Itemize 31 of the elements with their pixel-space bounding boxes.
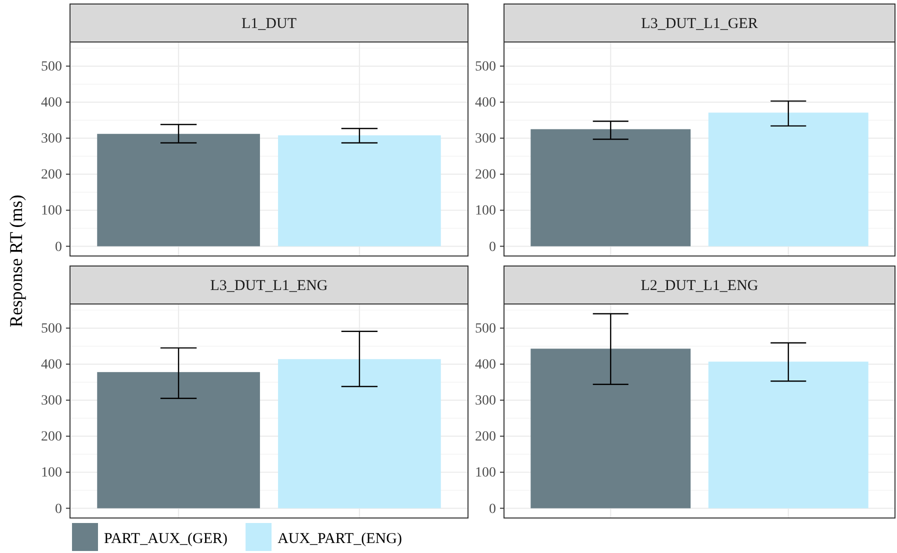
y-tick-label: 300: [475, 394, 496, 409]
legend-label: PART_AUX_(GER): [104, 531, 228, 547]
y-tick-label: 300: [41, 132, 62, 147]
chart-title: L3_DUT_L1_ENG: [210, 278, 328, 294]
y-axis-title: Response RT (ms): [6, 194, 26, 328]
y-tick-label: 200: [41, 168, 62, 183]
legend-label: AUX_PART_(ENG): [278, 531, 402, 547]
y-tick-label: 0: [489, 240, 496, 255]
y-tick-label: 200: [475, 430, 496, 445]
y-tick-label: 100: [475, 204, 496, 219]
y-tick-label: 500: [475, 322, 496, 337]
y-tick-label: 300: [475, 132, 496, 147]
y-tick-label: 200: [475, 168, 496, 183]
y-tick-label: 0: [55, 502, 62, 517]
y-tick-label: 400: [41, 96, 62, 111]
y-tick-label: 500: [475, 60, 496, 75]
y-tick-label: 0: [489, 502, 496, 517]
chart-title: L3_DUT_L1_GER: [641, 16, 758, 32]
chart-title: L2_DUT_L1_ENG: [640, 278, 758, 294]
chart-title: L1_DUT: [242, 16, 296, 32]
y-tick-label: 200: [41, 430, 62, 445]
y-tick-label: 400: [475, 358, 496, 373]
y-tick-label: 100: [41, 466, 62, 481]
y-tick-label: 100: [41, 204, 62, 219]
y-tick-label: 0: [55, 240, 62, 255]
y-tick-label: 400: [475, 96, 496, 111]
y-tick-label: 100: [475, 466, 496, 481]
y-tick-label: 300: [41, 394, 62, 409]
y-tick-label: 400: [41, 358, 62, 373]
y-tick-label: 500: [41, 60, 62, 75]
y-tick-label: 500: [41, 322, 62, 337]
